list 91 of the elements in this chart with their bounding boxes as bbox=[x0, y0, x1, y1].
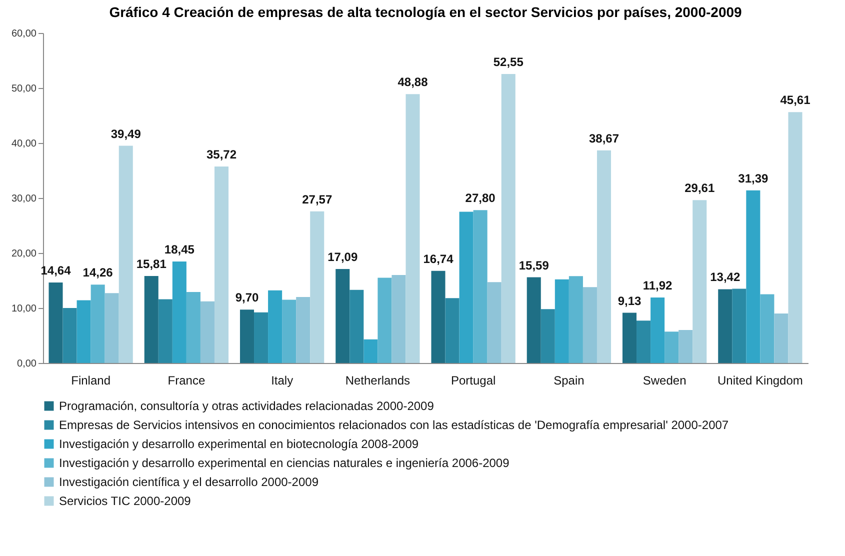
data-label: 48,88 bbox=[398, 75, 428, 90]
bar bbox=[118, 146, 133, 363]
bar bbox=[774, 314, 788, 363]
x-tick-label: Italy bbox=[271, 374, 294, 388]
bar bbox=[200, 301, 214, 363]
bar bbox=[254, 312, 268, 363]
legend-label: Servicios TIC 2000-2009 bbox=[59, 494, 192, 508]
bar bbox=[62, 308, 77, 363]
bar bbox=[622, 312, 637, 363]
x-tick-label: Portugal bbox=[450, 374, 496, 388]
data-label: 31,39 bbox=[738, 171, 769, 186]
bar bbox=[48, 282, 63, 363]
bar bbox=[582, 287, 597, 363]
data-label: 11,92 bbox=[642, 278, 673, 292]
bar bbox=[172, 262, 186, 363]
bar bbox=[445, 298, 460, 363]
bar bbox=[158, 299, 172, 363]
bar bbox=[732, 288, 746, 363]
bar bbox=[268, 290, 282, 363]
bar bbox=[310, 211, 324, 363]
bar bbox=[459, 212, 474, 363]
x-tick-label: Finland bbox=[71, 374, 110, 388]
bar bbox=[678, 330, 693, 363]
data-label: 16,74 bbox=[423, 252, 454, 266]
bar bbox=[364, 339, 378, 363]
bar bbox=[664, 332, 679, 363]
legend-label: Empresas de Servicios intensivos en conocimientos relacionados con las estadísticas de 'Demografía empresarial' 2000-2007 bbox=[59, 418, 729, 432]
x-tick-label: Spain bbox=[554, 374, 584, 388]
bar bbox=[554, 279, 569, 363]
bar bbox=[788, 112, 802, 363]
y-tick-label: 30,00 bbox=[11, 194, 37, 204]
bar bbox=[76, 300, 91, 363]
bar bbox=[406, 94, 420, 363]
bar bbox=[186, 292, 200, 363]
bar bbox=[692, 200, 707, 363]
bar bbox=[350, 290, 364, 363]
y-tick-label: 10,00 bbox=[11, 304, 37, 314]
data-label: 38,67 bbox=[588, 131, 620, 146]
data-label: 14,64 bbox=[40, 263, 72, 278]
bar bbox=[501, 74, 516, 363]
bar bbox=[378, 278, 392, 363]
bar bbox=[718, 289, 732, 363]
x-tick-label: Sweden bbox=[642, 374, 686, 388]
x-tick-label: Netherlands bbox=[345, 374, 410, 388]
data-label: 29,61 bbox=[684, 181, 715, 196]
data-label: 15,59 bbox=[518, 258, 550, 272]
bar bbox=[568, 276, 583, 363]
bar bbox=[473, 210, 488, 363]
data-label: 45,61 bbox=[780, 93, 811, 108]
data-label: 18,45 bbox=[164, 242, 195, 257]
bar bbox=[540, 309, 555, 363]
data-label: 9,70 bbox=[235, 290, 259, 305]
y-tick-label: 50,00 bbox=[11, 84, 37, 94]
data-label: 15,81 bbox=[136, 257, 167, 272]
y-tick-label: 40,00 bbox=[11, 138, 37, 150]
bar bbox=[144, 276, 158, 363]
bar bbox=[596, 150, 612, 363]
bar bbox=[240, 310, 254, 363]
data-label: 52,55 bbox=[493, 54, 524, 69]
y-tick-label: 20,00 bbox=[11, 248, 37, 260]
bar bbox=[431, 270, 446, 363]
bar bbox=[282, 300, 296, 363]
bar bbox=[746, 190, 760, 363]
data-label: 17,09 bbox=[328, 250, 358, 264]
bar bbox=[636, 320, 651, 363]
bar bbox=[760, 294, 774, 363]
bar bbox=[392, 275, 406, 363]
chart-title: Gráfico 4 Creación de empresas de alta tecnología en el sector Servicios por países, 2000-2009 bbox=[109, 4, 742, 20]
bar bbox=[336, 269, 350, 363]
bar bbox=[214, 166, 229, 363]
data-label: 27,57 bbox=[302, 192, 332, 206]
x-tick-label: United Kingdom bbox=[717, 374, 803, 388]
data-label: 27,80 bbox=[465, 191, 496, 206]
legend-label: Investigación y desarrollo experimental en ciencias naturales e ingeniería 2006-2009 bbox=[59, 456, 510, 470]
data-label: 13,42 bbox=[710, 270, 740, 284]
y-tick-label: 60,00 bbox=[11, 28, 37, 40]
legend-label: Investigación científica y el desarrollo 2000-2009 bbox=[59, 475, 319, 489]
y-tick-label: 0,00 bbox=[17, 358, 37, 370]
bar bbox=[104, 293, 119, 363]
legend-label: Programación, consultoría y otras actividades relacionadas 2000-2009 bbox=[59, 399, 434, 413]
data-label: 9,13 bbox=[618, 294, 642, 308]
legend-label: Investigación y desarrollo experimental en biotecnología 2008-2009 bbox=[59, 437, 419, 451]
data-label: 39,49 bbox=[110, 126, 142, 141]
bar bbox=[650, 297, 665, 363]
bar bbox=[526, 277, 541, 363]
bar bbox=[296, 297, 310, 363]
data-label: 35,72 bbox=[206, 148, 237, 162]
data-label: 14,26 bbox=[82, 266, 114, 280]
bar bbox=[90, 284, 105, 363]
bar bbox=[487, 282, 502, 363]
x-tick-label: France bbox=[168, 374, 206, 388]
